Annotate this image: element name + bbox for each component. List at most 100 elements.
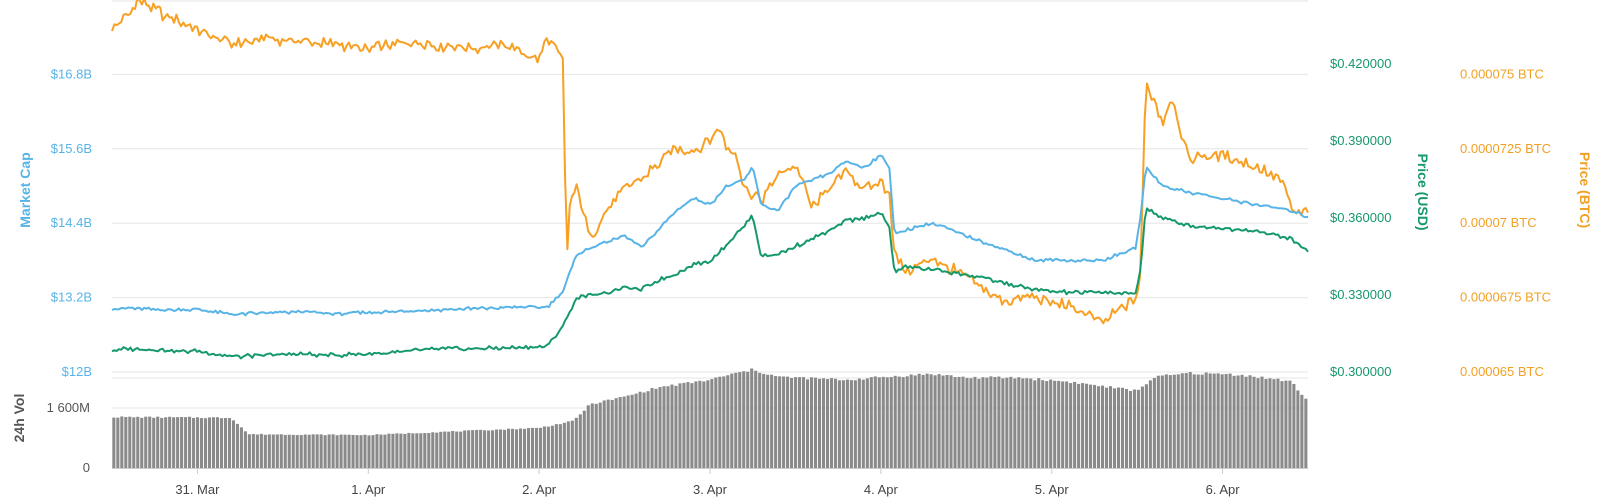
- price-usd-tick-label: $0.300000: [1330, 364, 1391, 379]
- volume-bar: [630, 394, 634, 468]
- volume-bar: [825, 379, 829, 468]
- volume-bar: [1240, 374, 1244, 468]
- volume-bar: [702, 381, 706, 468]
- volume-bar: [343, 434, 347, 468]
- volume-bar: [259, 433, 263, 468]
- volume-bar: [391, 433, 395, 468]
- volume-bar: [510, 428, 515, 468]
- volume-bar: [1212, 373, 1216, 468]
- volume-bar: [411, 433, 415, 468]
- volume-bar: [686, 382, 690, 468]
- volume-bar: [901, 377, 905, 468]
- volume-bar: [351, 434, 355, 468]
- price-usd-line: [111, 207, 1309, 360]
- volume-bar: [770, 374, 774, 468]
- volume-bar: [1136, 389, 1140, 468]
- volume-bar: [176, 417, 180, 468]
- volume-bar: [658, 387, 662, 468]
- volume-bar: [136, 416, 140, 468]
- x-tick-label: 1. Apr: [351, 482, 386, 497]
- volume-bar: [227, 418, 231, 468]
- volume-bar: [997, 376, 1001, 468]
- volume-bar: [295, 435, 299, 468]
- volume-bar: [985, 377, 989, 468]
- volume-bar: [1140, 386, 1144, 468]
- volume-bar: [164, 417, 168, 468]
- volume-bar: [941, 375, 945, 468]
- volume-bar: [889, 376, 893, 468]
- volume-bar: [423, 433, 427, 468]
- volume-bar: [1089, 384, 1093, 468]
- volume-bar: [459, 431, 463, 468]
- volume-bar: [885, 377, 889, 468]
- volume-bar: [869, 377, 873, 468]
- market-cap-line: [111, 154, 1309, 317]
- volume-bar: [319, 434, 323, 468]
- volume-bar: [925, 373, 929, 468]
- volume-bar: [299, 435, 303, 468]
- volume-bar: [1156, 375, 1160, 468]
- volume-bar: [778, 376, 782, 468]
- volume-bar: [566, 421, 570, 468]
- volume-bar: [794, 377, 798, 468]
- price-btc-line: [111, 0, 1309, 325]
- volume-bar: [1120, 387, 1125, 468]
- volume-bar: [1220, 374, 1224, 468]
- price-btc-axis-title: Price (BTC): [1577, 152, 1593, 228]
- volume-bar: [758, 372, 762, 468]
- volume-bar: [367, 435, 371, 468]
- volume-bar: [415, 433, 419, 468]
- volume-bar: [287, 434, 291, 468]
- volume-bar: [586, 405, 590, 468]
- volume-bar: [1176, 374, 1180, 468]
- volume-bar: [419, 433, 423, 468]
- volume-bar: [211, 417, 216, 468]
- volume-bar: [112, 417, 116, 468]
- volume-bar: [1260, 376, 1264, 468]
- volume-bar: [674, 385, 678, 468]
- volume-bar: [646, 391, 650, 468]
- volume-bar: [933, 375, 937, 468]
- volume-bar: [1200, 374, 1204, 468]
- volume-bar: [1077, 383, 1081, 468]
- volume-bar: [431, 432, 435, 468]
- volume-bar: [746, 371, 750, 468]
- volume-bar: [1025, 378, 1029, 468]
- volume-bar: [522, 428, 527, 468]
- volume-bar: [829, 378, 833, 468]
- volume-bar: [857, 378, 861, 468]
- volume-bar: [606, 399, 610, 468]
- volume-bar: [909, 374, 913, 468]
- x-tick-label: 2. Apr: [522, 482, 557, 497]
- volume-bar: [215, 417, 220, 468]
- volume-bar: [989, 376, 993, 468]
- price-lines: [111, 0, 1309, 360]
- volume-bar: [1224, 374, 1228, 468]
- volume-bar: [1228, 373, 1232, 468]
- volume-bar: [710, 379, 714, 468]
- volume-bar: [120, 416, 124, 468]
- volume-bar: [207, 417, 212, 468]
- volume-bar: [1208, 373, 1212, 468]
- volume-bar: [1124, 388, 1128, 468]
- volume-bar: [969, 378, 973, 468]
- volume-bar: [550, 425, 554, 468]
- volume-bar: [435, 432, 439, 468]
- price-btc-tick-label: 0.0000725 BTC: [1460, 141, 1551, 156]
- volume-bar: [499, 429, 503, 468]
- x-tick-label: 5. Apr: [1035, 482, 1070, 497]
- volume-bar: [594, 403, 598, 468]
- x-tick-label: 4. Apr: [864, 482, 899, 497]
- volume-bar: [542, 426, 546, 468]
- volume-bar: [323, 435, 327, 468]
- volume-tick-label: 0: [83, 460, 90, 475]
- volume-bar: [993, 377, 997, 468]
- volume-bar: [471, 430, 475, 468]
- volume-bar: [1304, 398, 1308, 468]
- volume-bar: [1045, 381, 1049, 468]
- volume-bar: [742, 371, 746, 468]
- volume-bar: [690, 383, 694, 468]
- market-cap-tick-label: $16.8B: [51, 66, 92, 81]
- volume-bar: [634, 393, 638, 468]
- volume-bar: [1097, 386, 1101, 468]
